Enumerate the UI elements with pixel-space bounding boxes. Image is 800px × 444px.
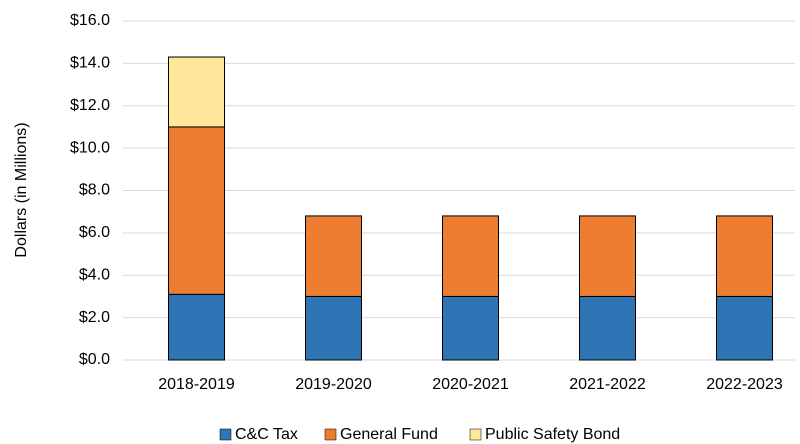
legend-swatch xyxy=(469,428,482,441)
y-tick-label: $2.0 xyxy=(79,309,110,326)
bar-segment xyxy=(305,215,362,297)
bar-segment xyxy=(305,295,362,361)
y-tick-label: $4.0 xyxy=(79,266,110,283)
x-tick-label: 2020-2021 xyxy=(432,376,509,393)
bar-segment xyxy=(716,295,773,361)
bar-segment xyxy=(442,215,499,297)
bar-segment xyxy=(579,295,636,361)
legend-label: C&C Tax xyxy=(235,426,298,443)
bar-segment xyxy=(442,295,499,361)
x-tick-label: 2022-2023 xyxy=(706,376,783,393)
legend-label: General Fund xyxy=(340,426,438,443)
bar-segment xyxy=(168,56,225,128)
y-axis-label: Dollars (in Millions) xyxy=(13,122,30,257)
y-tick-label: $0.0 xyxy=(79,351,110,368)
y-tick-label: $14.0 xyxy=(70,55,110,72)
bar-segment xyxy=(168,126,225,295)
legend-swatch xyxy=(219,428,232,441)
x-tick-label: 2019-2020 xyxy=(295,376,372,393)
y-tick-label: $16.0 xyxy=(70,12,110,29)
x-tick-label: 2021-2022 xyxy=(569,376,646,393)
y-tick-label: $12.0 xyxy=(70,97,110,114)
y-tick-label: $6.0 xyxy=(79,224,110,241)
y-tick-label: $10.0 xyxy=(70,139,110,156)
x-tick-label: 2018-2019 xyxy=(158,376,235,393)
bar-segment xyxy=(579,215,636,297)
legend-swatch xyxy=(324,428,337,441)
legend-label: Public Safety Bond xyxy=(485,426,620,443)
bar-segment xyxy=(716,215,773,297)
y-tick-label: $8.0 xyxy=(79,182,110,199)
bar-segment xyxy=(168,293,225,361)
